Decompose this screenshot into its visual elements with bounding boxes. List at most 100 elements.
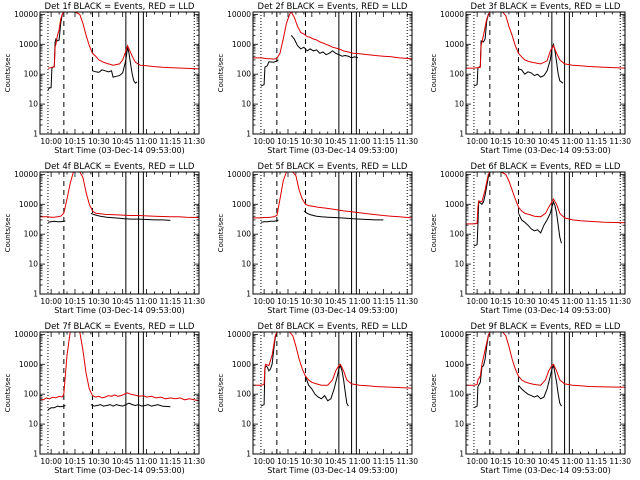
y-tick-label: 10: [28, 420, 38, 429]
x-tick-label: 11:15: [586, 457, 608, 466]
y-tick-label: 1000: [445, 360, 464, 369]
series-group: [253, 12, 412, 87]
x-tick-label: 10:15: [490, 457, 512, 466]
panel-title: Det 5f BLACK = Events, RED = LLD: [258, 162, 408, 172]
axes-frame: [39, 331, 200, 455]
x-tick-label: 11:00: [136, 297, 158, 306]
x-tick-label: 11:30: [183, 137, 205, 146]
panel-title: Det 9f BLACK = Events, RED = LLD: [471, 322, 621, 332]
y-tick-label: 1000: [19, 200, 38, 209]
x-tick-label: 11:15: [373, 297, 395, 306]
y-tick-label: 10000: [227, 330, 251, 339]
x-tick-label: 10:30: [301, 137, 323, 146]
y-tick-label: 1: [33, 290, 38, 299]
series-lld-line: [40, 172, 199, 218]
x-tick-label: 10:30: [88, 137, 110, 146]
panel-7: Det 7f BLACK = Events, RED = LLD 1 10 100 10…: [4, 322, 205, 475]
x-tick-label: 10:00: [466, 457, 488, 466]
x-tick-label: 11:30: [609, 297, 631, 306]
y-axis-label: Counts/sec: [4, 374, 12, 413]
x-tick-label: 10:30: [88, 457, 110, 466]
x-tick-label: 10:15: [490, 137, 512, 146]
series-events-line: [260, 210, 384, 223]
y-tick-label: 1000: [19, 40, 38, 49]
x-tick-label: 10:30: [301, 457, 323, 466]
series-lld-line: [253, 172, 412, 219]
x-tick-label: 11:00: [136, 457, 158, 466]
x-axis-label: Start Time (03-Dec-14 09:53:00): [54, 306, 185, 315]
marker-lines: [260, 332, 408, 454]
x-tick-label: 11:30: [396, 457, 418, 466]
x-tick-label: 10:45: [325, 137, 347, 146]
x-tick-label: 10:45: [112, 137, 134, 146]
y-tick-label: 100: [237, 230, 252, 239]
x-axis-label: Start Time (03-Dec-14 09:53:00): [54, 146, 185, 155]
x-tick-label: 10:15: [277, 137, 299, 146]
x-tick-label: 11:15: [586, 137, 608, 146]
x-axis-label: Start Time (03-Dec-14 09:53:00): [267, 146, 398, 155]
x-tick-label: 10:00: [40, 297, 62, 306]
x-tick-label: 11:30: [183, 457, 205, 466]
panel-2: Det 2f BLACK = Events, RED = LLD 1 10 100 10…: [217, 2, 418, 155]
series-group: [466, 172, 625, 247]
y-tick-label: 100: [24, 230, 39, 239]
y-tick-label: 1000: [232, 200, 251, 209]
axes-frame: [252, 331, 413, 455]
series-lld-line: [47, 12, 199, 70]
axes-frame: [39, 171, 200, 295]
marker-lines: [47, 332, 195, 454]
series-events-line: [473, 172, 562, 247]
y-tick-label: 100: [237, 390, 252, 399]
y-axis-label: Counts/sec: [217, 54, 225, 93]
x-axis-label: Start Time (03-Dec-14 09:53:00): [267, 466, 398, 475]
x-tick-label: 10:45: [112, 297, 134, 306]
x-tick-label: 10:30: [514, 137, 536, 146]
y-axis-label: Counts/sec: [430, 214, 438, 253]
x-tick-label: 10:00: [253, 137, 275, 146]
series-group: [40, 172, 199, 223]
panel-title: Det 4f BLACK = Events, RED = LLD: [45, 162, 195, 172]
x-tick-label: 11:00: [562, 137, 584, 146]
x-tick-label: 10:45: [538, 297, 560, 306]
panel-8: Det 8f BLACK = Events, RED = LLD 1 10 100 10…: [217, 322, 418, 475]
x-tick-label: 11:00: [349, 137, 371, 146]
x-tick-label: 10:00: [40, 137, 62, 146]
panel-1: Det 1f BLACK = Events, RED = LLD 1 10 100 10…: [4, 2, 205, 155]
y-tick-label: 1000: [232, 40, 251, 49]
y-tick-label: 10000: [440, 170, 464, 179]
x-tick-label: 11:15: [160, 297, 182, 306]
y-tick-label: 1000: [232, 360, 251, 369]
y-tick-label: 10: [241, 100, 251, 109]
y-tick-label: 100: [450, 390, 465, 399]
axes-frame: [252, 171, 413, 295]
x-tick-label: 10:15: [277, 297, 299, 306]
x-tick-label: 11:15: [160, 457, 182, 466]
y-tick-label: 10: [28, 100, 38, 109]
panel-title: Det 8f BLACK = Events, RED = LLD: [258, 322, 408, 332]
series-group: [253, 332, 412, 407]
x-tick-label: 10:30: [301, 297, 323, 306]
x-tick-label: 11:30: [609, 137, 631, 146]
y-tick-label: 1: [459, 130, 464, 139]
series-group: [253, 172, 412, 223]
x-tick-label: 11:15: [160, 137, 182, 146]
marker-lines: [47, 12, 195, 134]
series-events-line: [260, 34, 359, 87]
x-axis-label: Start Time (03-Dec-14 09:53:00): [267, 306, 398, 315]
y-tick-label: 10000: [440, 330, 464, 339]
x-tick-label: 10:15: [277, 457, 299, 466]
y-tick-label: 10: [454, 420, 464, 429]
y-tick-label: 10: [241, 260, 251, 269]
x-tick-label: 11:15: [373, 137, 395, 146]
axes-frame: [252, 11, 413, 135]
y-tick-label: 10000: [14, 330, 38, 339]
y-tick-label: 100: [24, 70, 39, 79]
series-lld-line: [466, 172, 625, 225]
x-tick-label: 10:30: [88, 297, 110, 306]
x-tick-label: 11:00: [349, 457, 371, 466]
x-tick-label: 10:00: [253, 457, 275, 466]
x-tick-label: 10:00: [466, 137, 488, 146]
marker-lines: [47, 172, 195, 294]
axes-frame: [465, 331, 626, 455]
